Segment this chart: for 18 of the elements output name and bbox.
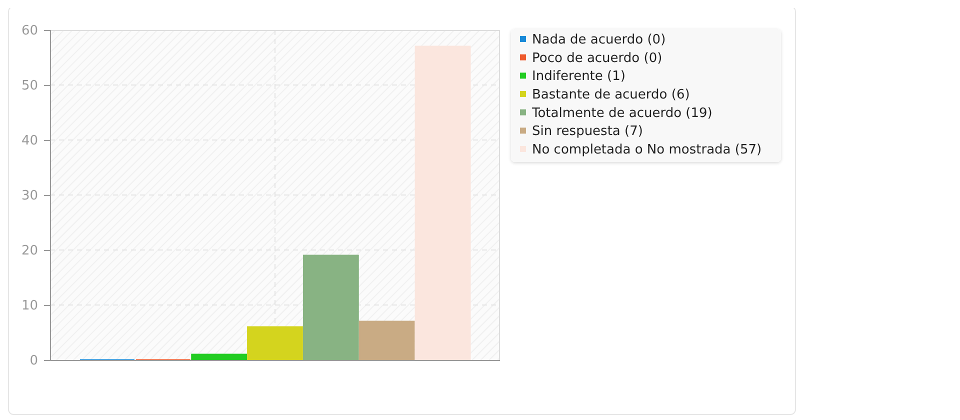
legend-label: Indiferente (1) [532,69,626,84]
bar [358,320,415,361]
y-tick-label: 0 [30,354,38,369]
legend-label: No completada o No mostrada (57) [532,142,762,158]
y-tick-label: 60 [21,24,38,39]
y-tick-label: 40 [21,134,38,149]
legend-label: Bastante de acuerdo (6) [532,88,690,103]
bar [414,46,471,361]
legend-label: Poco de acuerdo (0) [532,50,662,66]
y-tick-label: 50 [21,78,38,94]
y-tick-label: 30 [21,188,38,204]
y-tick-label: 20 [21,244,38,259]
bar [302,254,359,361]
legend-label: Nada de acuerdo (0) [532,32,666,48]
bar [247,326,303,361]
legend-label: Sin respuesta (7) [532,124,643,140]
legend-label: Totalmente de acuerdo (19) [531,106,712,121]
y-tick-label: 10 [21,298,38,314]
